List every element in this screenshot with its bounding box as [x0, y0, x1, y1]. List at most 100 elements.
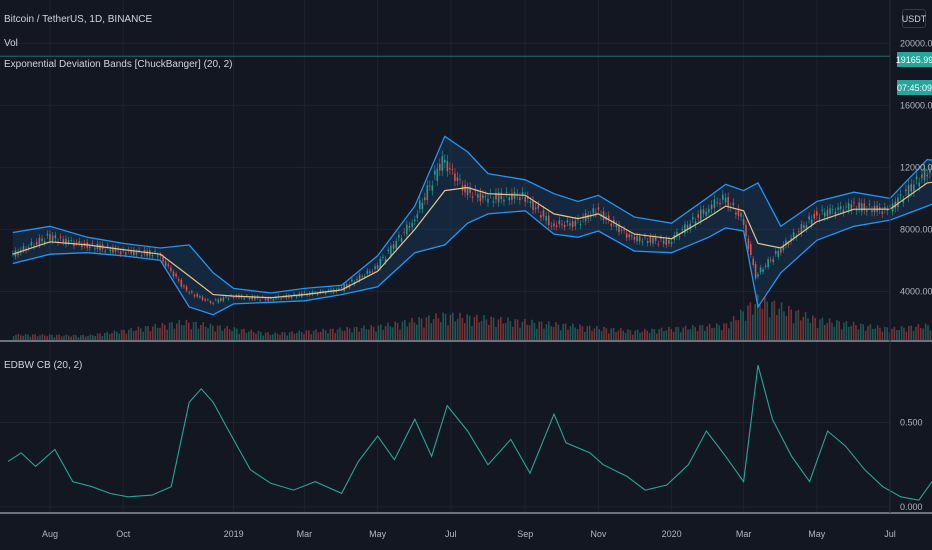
- volume-bar: [840, 329, 843, 340]
- volume-bar: [519, 327, 521, 340]
- volume-bar: [406, 326, 408, 340]
- volume-bar: [94, 335, 96, 340]
- candle-body: [623, 229, 625, 231]
- volume-bar: [528, 325, 531, 340]
- volume-bar: [809, 322, 812, 340]
- volume-bar: [293, 333, 296, 340]
- candle-body: [534, 207, 537, 210]
- volume-bar: [454, 321, 456, 340]
- candle-body: [177, 278, 180, 281]
- volume-bar: [387, 322, 389, 340]
- candle-body: [902, 200, 905, 203]
- countdown-tag: 07:45:09: [897, 80, 932, 95]
- volume-bar: [399, 329, 401, 340]
- candle-body: [75, 242, 78, 244]
- currency-unit-button[interactable]: USDT: [902, 9, 926, 28]
- volume-bar: [910, 325, 912, 340]
- volume-bar: [334, 332, 336, 340]
- candle-body: [384, 258, 387, 262]
- volume-bar: [442, 312, 444, 340]
- candle-body: [492, 200, 495, 203]
- volume-bar: [27, 334, 29, 340]
- candle-body: [243, 298, 246, 300]
- x-tick-label: May: [369, 529, 387, 539]
- volume-bar: [36, 336, 39, 340]
- candle-body: [248, 297, 251, 300]
- candle-body: [395, 240, 397, 249]
- volume-bar: [382, 329, 384, 340]
- candle-body: [122, 250, 124, 251]
- candle-body: [421, 202, 424, 210]
- candle-body: [657, 243, 660, 245]
- volume-bar: [274, 332, 276, 340]
- volume-bar: [48, 334, 51, 340]
- candle-body: [767, 259, 769, 268]
- candle-body: [17, 251, 19, 255]
- volume-bar: [480, 320, 483, 340]
- candle-body: [254, 296, 256, 300]
- candle-body: [345, 284, 348, 288]
- volume-bar: [267, 332, 269, 340]
- candle-body: [926, 174, 928, 177]
- candle-body: [400, 238, 403, 242]
- candle-body: [684, 224, 686, 233]
- volume-bar: [56, 334, 58, 340]
- candle-body: [579, 224, 582, 226]
- candle-body: [162, 257, 164, 262]
- symbol-title[interactable]: Bitcoin / TetherUS, 1D, BINANCE: [4, 14, 153, 25]
- volume-bar: [401, 321, 404, 340]
- candle-body: [780, 249, 782, 253]
- volume-bar: [92, 335, 94, 340]
- volume-label[interactable]: Vol: [4, 38, 18, 49]
- volume-bar: [557, 324, 560, 340]
- volume-bar: [41, 334, 44, 340]
- candle-body: [910, 184, 913, 192]
- candle-body: [500, 192, 503, 200]
- candle-body: [905, 189, 907, 192]
- candle-body: [716, 202, 718, 204]
- volume-bar: [149, 331, 152, 340]
- candle-body: [697, 214, 699, 218]
- volume-bar: [591, 330, 593, 340]
- candle-body: [732, 202, 735, 206]
- volume-bar: [665, 330, 668, 340]
- volume-bar: [212, 325, 214, 340]
- candle-body: [644, 236, 646, 238]
- candle-body: [390, 245, 392, 256]
- volume-bar: [538, 321, 540, 340]
- volume-bar: [560, 330, 562, 340]
- candle-body: [151, 254, 154, 257]
- volume-bar: [845, 320, 848, 340]
- volume-bar: [413, 322, 416, 340]
- volume-bar: [207, 328, 209, 340]
- volume-bar: [123, 329, 125, 340]
- candle-body: [787, 243, 790, 245]
- indicator-label[interactable]: Exponential Deviation Bands [ChuckBanger…: [4, 59, 233, 70]
- candle-body: [167, 264, 170, 267]
- volume-bar: [920, 327, 922, 340]
- volume-bar: [389, 326, 392, 340]
- volume-bar: [104, 333, 106, 340]
- volume-bar: [82, 334, 84, 340]
- candle-body: [798, 231, 800, 233]
- volume-bar: [514, 319, 516, 340]
- volume-bar: [84, 336, 87, 340]
- candle-body: [172, 271, 175, 277]
- candle-body: [839, 206, 842, 210]
- volume-bar: [492, 317, 495, 340]
- volume-bar: [324, 330, 327, 340]
- volume-bar: [636, 329, 639, 340]
- candle-body: [51, 235, 54, 241]
- volume-bar: [812, 315, 814, 340]
- volume-bar: [142, 331, 144, 340]
- candle-body: [439, 164, 441, 171]
- candle-body: [654, 237, 657, 241]
- candle-body: [267, 297, 269, 301]
- candle-body: [792, 232, 795, 238]
- volume-bar: [22, 335, 24, 340]
- volume-bar: [308, 330, 310, 340]
- lower-indicator-label[interactable]: EDBW CB (20, 2): [4, 360, 83, 371]
- volume-bar: [140, 328, 142, 340]
- volume-bar: [653, 329, 656, 340]
